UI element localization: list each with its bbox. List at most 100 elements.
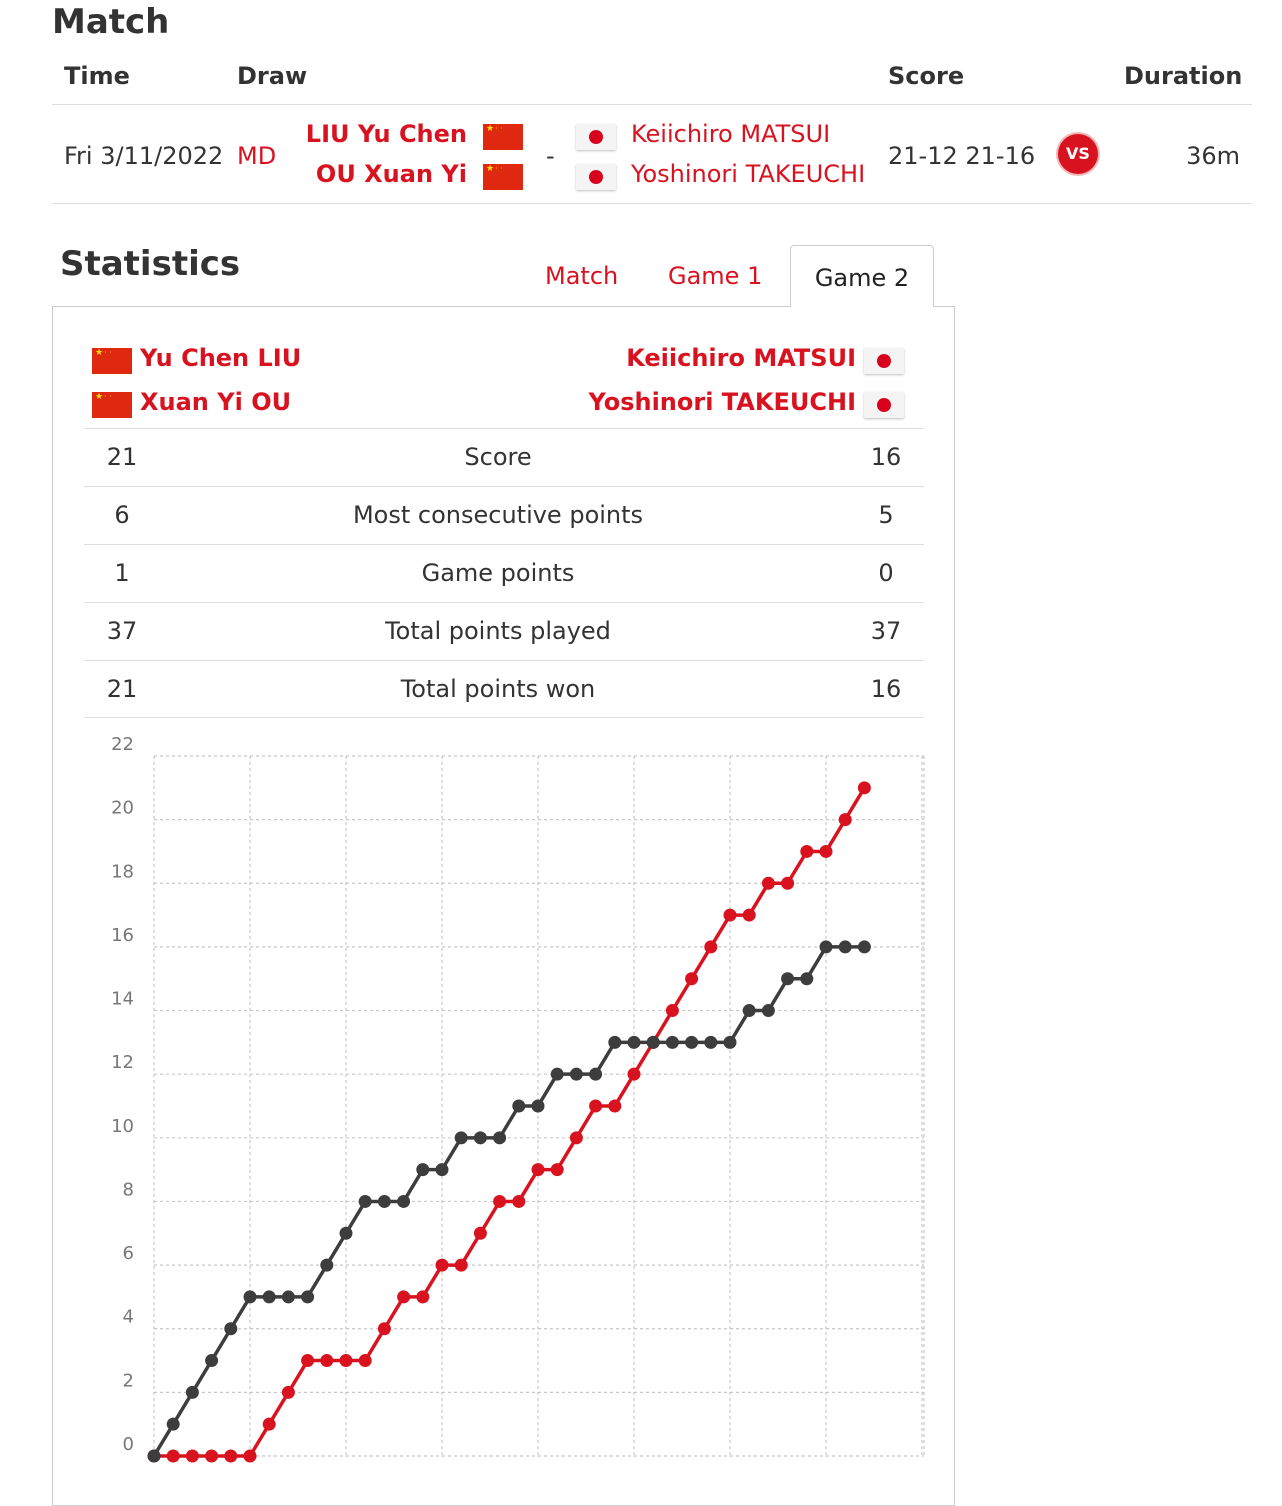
series-point-0 (397, 1290, 411, 1304)
series-point-0 (742, 908, 756, 922)
series-point-1 (473, 1131, 487, 1145)
series-point-0 (550, 1163, 564, 1177)
stats-team1-player1[interactable]: Yu Chen LIU (140, 344, 302, 372)
china-flag-icon (483, 164, 523, 190)
series-point-0 (454, 1258, 468, 1272)
team1-player1-link[interactable]: LIU Yu Chen (305, 120, 467, 148)
series-point-1 (531, 1099, 545, 1113)
series-point-0 (416, 1290, 430, 1304)
stats-team2-player1[interactable]: Keiichiro MATSUI (626, 344, 856, 372)
stat-row-consecutive: 6 Most consecutive points 5 (84, 486, 924, 545)
series-point-1 (838, 940, 852, 954)
time-column-header: Time (64, 62, 130, 90)
series-point-0 (358, 1354, 372, 1368)
series-point-0 (800, 844, 814, 858)
stat-left-value: 21 (106, 675, 138, 703)
match-score: 21-12 21-16 (888, 142, 1036, 170)
stat-row-points-played: 37 Total points played 37 (84, 602, 924, 661)
series-point-1 (243, 1290, 257, 1304)
series-point-0 (838, 813, 852, 827)
series-point-1 (761, 1004, 775, 1018)
series-point-0 (723, 908, 737, 922)
series-point-1 (589, 1067, 603, 1081)
y-axis-tick-label: 22 (111, 734, 134, 755)
series-point-0 (262, 1417, 276, 1431)
series-point-0 (185, 1449, 199, 1463)
draw-column-header: Draw (237, 62, 308, 90)
series-point-1 (435, 1163, 449, 1177)
match-duration: 36m (1186, 142, 1240, 170)
series-point-0 (781, 876, 795, 890)
stat-row-game-points: 1 Game points 0 (84, 544, 924, 603)
series-point-0 (531, 1163, 545, 1177)
match-time: Fri 3/11/2022 (64, 142, 224, 170)
tab-game-2[interactable]: Game 2 (790, 245, 934, 307)
duration-column-header: Duration (1124, 62, 1243, 90)
header-divider (52, 104, 1252, 105)
tab-match[interactable]: Match (545, 262, 619, 290)
series-point-0 (435, 1258, 449, 1272)
stat-left-value: 1 (114, 559, 130, 587)
series-point-1 (512, 1099, 526, 1113)
stats-team1-player2[interactable]: Xuan Yi OU (140, 388, 292, 416)
stat-row-points-won: 21 Total points won 16 (84, 660, 924, 719)
series-point-0 (166, 1449, 180, 1463)
series-point-1 (569, 1067, 583, 1081)
panel-border (52, 306, 791, 307)
series-point-1 (742, 1004, 756, 1018)
series-point-0 (512, 1194, 526, 1208)
series-point-1 (397, 1194, 411, 1208)
series-point-1 (857, 940, 871, 954)
china-flag-icon (483, 124, 523, 150)
match-draw[interactable]: MD (237, 142, 277, 170)
stats-team2-player2[interactable]: Yoshinori TAKEUCHI (588, 388, 856, 416)
team2-player1-link[interactable]: Keiichiro MATSUI (631, 120, 831, 148)
team1-player2-link[interactable]: OU Xuan Yi (315, 160, 467, 188)
series-point-1 (205, 1354, 219, 1368)
y-axis-tick-label: 12 (111, 1052, 134, 1073)
team-separator: - (546, 142, 555, 170)
stat-right-value: 5 (878, 501, 894, 529)
team2-player2-link[interactable]: Yoshinori TAKEUCHI (631, 160, 866, 188)
series-point-0 (819, 844, 833, 858)
series-point-1 (646, 1035, 660, 1049)
y-axis-tick-label: 16 (111, 925, 134, 946)
stat-row-score: 21 Score 16 (84, 428, 924, 487)
series-point-1 (301, 1290, 315, 1304)
series-point-1 (723, 1035, 737, 1049)
series-point-0 (704, 940, 718, 954)
series-point-0 (685, 972, 699, 986)
japan-flag-icon (864, 348, 904, 374)
y-axis-tick-label: 10 (111, 1116, 134, 1137)
stat-right-value: 0 (878, 559, 894, 587)
score-column-header: Score (888, 62, 965, 90)
series-point-1 (262, 1290, 276, 1304)
series-point-0 (761, 876, 775, 890)
y-axis-tick-label: 0 (123, 1434, 134, 1455)
match-heading: Match (52, 2, 170, 42)
china-flag-icon (92, 392, 132, 418)
series-point-0 (320, 1354, 334, 1368)
series-point-0 (243, 1449, 257, 1463)
series-point-0 (627, 1067, 641, 1081)
stat-label: Total points played (385, 617, 611, 645)
series-point-1 (377, 1194, 391, 1208)
japan-flag-icon (864, 392, 904, 418)
statistics-heading: Statistics (60, 244, 241, 284)
series-point-1 (627, 1035, 641, 1049)
stats-table-bottom-divider (84, 717, 924, 718)
japan-flag-icon (576, 164, 616, 190)
series-point-0 (569, 1131, 583, 1145)
head-to-head-icon[interactable]: VS (1058, 134, 1098, 174)
series-point-1 (665, 1035, 679, 1049)
series-point-1 (781, 972, 795, 986)
series-point-0 (608, 1099, 622, 1113)
series-point-1 (185, 1385, 199, 1399)
china-flag-icon (92, 348, 132, 374)
tab-game-1[interactable]: Game 1 (668, 262, 763, 290)
series-point-1 (339, 1226, 353, 1240)
series-point-1 (819, 940, 833, 954)
y-axis-tick-label: 4 (123, 1307, 134, 1328)
y-axis-tick-label: 18 (111, 861, 134, 882)
stat-left-value: 6 (114, 501, 130, 529)
